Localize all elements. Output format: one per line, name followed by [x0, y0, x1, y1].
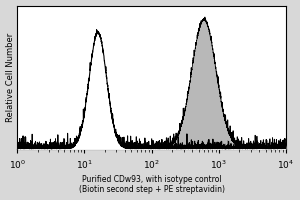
X-axis label: Purified CDw93, with isotype control
(Biotin second step + PE streptavidin): Purified CDw93, with isotype control (Bi…	[79, 175, 225, 194]
Y-axis label: Relative Cell Number: Relative Cell Number	[6, 33, 15, 122]
